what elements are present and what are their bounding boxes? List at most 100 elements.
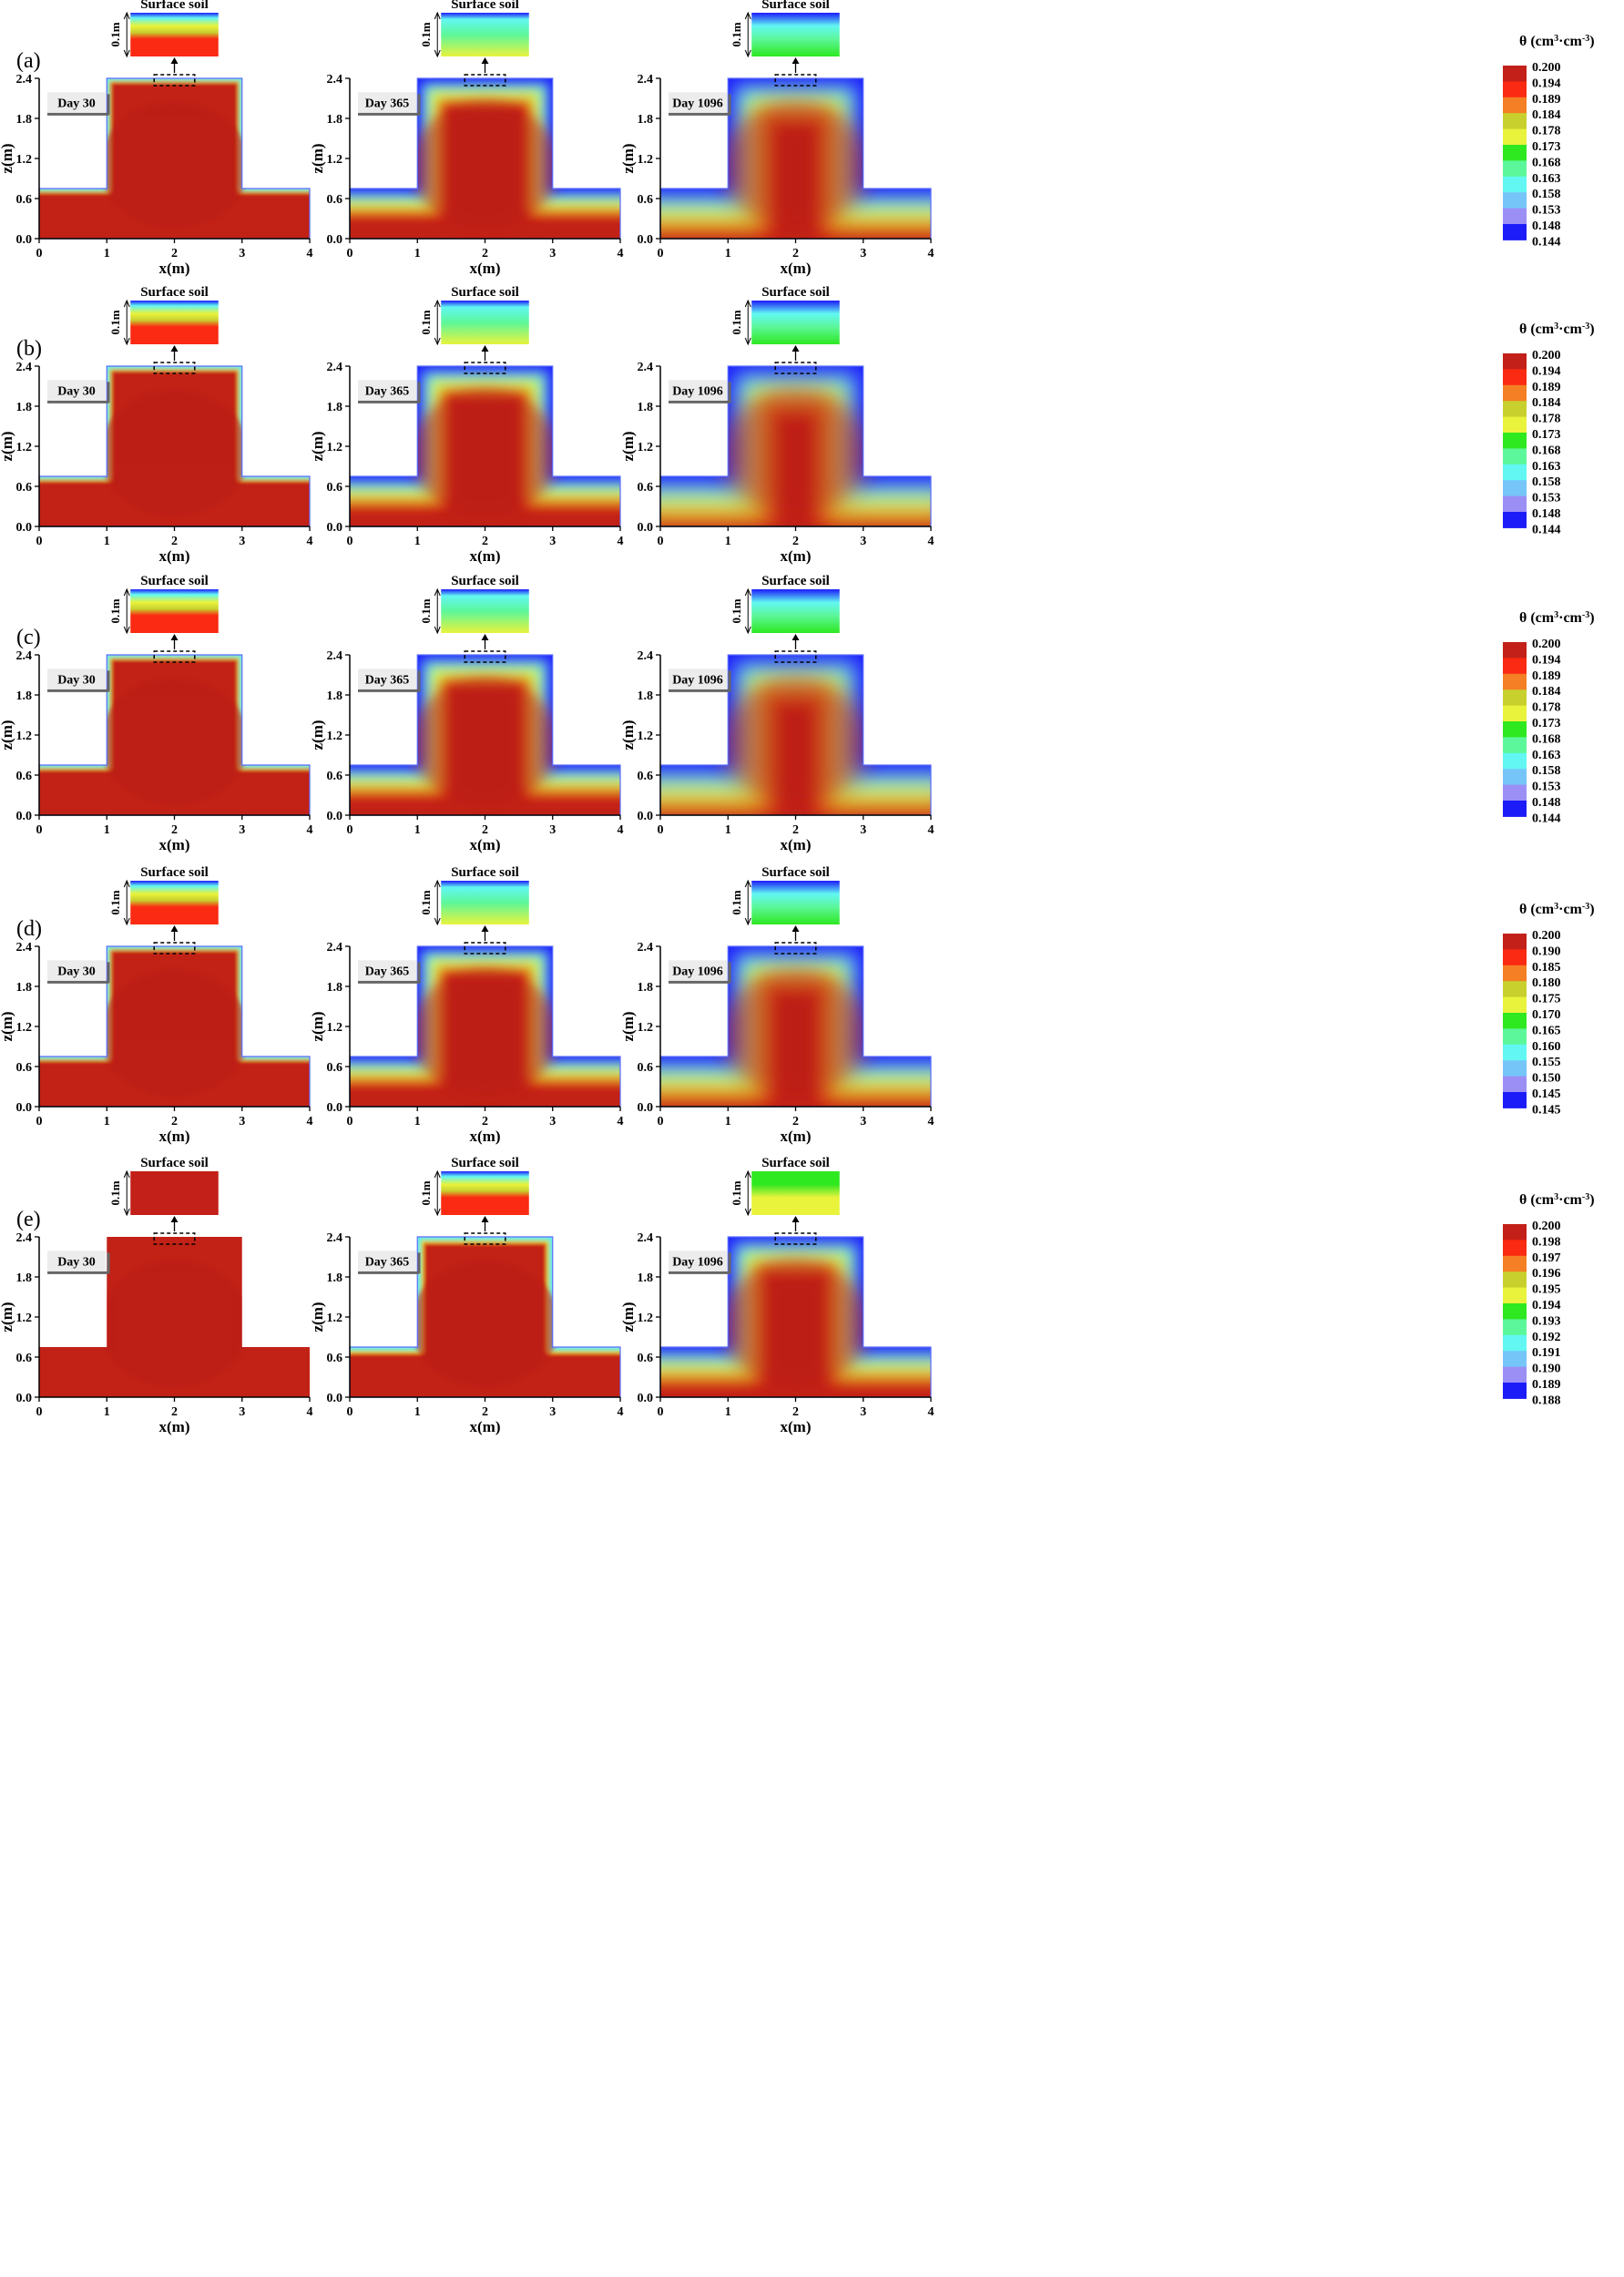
legend-swatch — [1503, 1076, 1527, 1093]
surface-soil-inset — [130, 13, 219, 56]
z-tick-label: 2.4 — [16, 649, 33, 663]
legend-swatch — [1503, 673, 1527, 690]
moist-core — [720, 1260, 871, 1388]
surface-soil-inset — [751, 13, 840, 56]
legend-swatch — [1503, 464, 1527, 481]
legend-value: 0.193 — [1532, 1314, 1561, 1328]
contour-plot: 0.0 0.6 1.2 1.8 2.4 0 1 2 3 4 x(m) z(m) Day 1096 Surf… — [619, 574, 935, 853]
surface-soil-inset — [130, 589, 219, 633]
legend-swatch — [1503, 224, 1527, 240]
legend-value: 0.200 — [1532, 61, 1561, 75]
x-tick-label: 4 — [928, 535, 935, 548]
surface-soil-title: Surface soil — [761, 865, 830, 880]
z-tick-label: 0.6 — [638, 1352, 654, 1365]
legend-value: 0.178 — [1532, 701, 1561, 715]
soil-domain — [39, 946, 310, 1107]
day-label-text: Day 1096 — [672, 673, 723, 687]
legend-swatch — [1503, 658, 1527, 675]
contour-plot: 0.0 0.6 1.2 1.8 2.4 0 1 2 3 4 x(m) z(m) Day 365 Surfa… — [309, 865, 624, 1145]
x-tick-label: 4 — [928, 1115, 935, 1128]
legend-swatch — [1503, 369, 1527, 386]
x-tick-label: 1 — [104, 1405, 110, 1419]
z-tick-label: 0.0 — [638, 1101, 654, 1115]
z-tick-label: 2.4 — [16, 73, 33, 87]
legend-value: 0.168 — [1532, 732, 1561, 746]
legend-value: 0.196 — [1532, 1267, 1561, 1281]
x-tick-label: 1 — [725, 247, 731, 260]
x-tick-label: 0 — [658, 535, 664, 548]
x-tick-label: 2 — [171, 823, 178, 837]
legend-value: 0.158 — [1532, 188, 1561, 201]
x-tick-label: 2 — [482, 247, 488, 260]
z-tick-label: 1.8 — [327, 689, 343, 703]
legend-swatch — [1503, 1240, 1527, 1257]
x-tick-label: 0 — [658, 823, 664, 837]
x-tick-label: 3 — [239, 247, 245, 260]
legend-value: 0.173 — [1532, 717, 1561, 730]
x-tick-label: 0 — [36, 535, 43, 548]
x-axis-label: x(m) — [159, 1418, 190, 1435]
day-label-box — [358, 1251, 416, 1271]
surface-selection — [464, 650, 506, 663]
x-tick-label: 2 — [482, 823, 488, 837]
contour-plot: 0.0 0.6 1.2 1.8 2.4 0 1 2 3 4 x(m) z(m) Day 1096 Surf… — [619, 865, 935, 1145]
z-tick-label: 2.4 — [638, 649, 654, 663]
depth-label: 0.1m — [108, 890, 122, 914]
x-tick-label: 4 — [928, 1405, 935, 1419]
z-tick-label: 0.0 — [327, 521, 343, 535]
x-axis-label: x(m) — [781, 836, 812, 853]
z-tick-label: 0.0 — [16, 233, 33, 247]
legend-value: 0.194 — [1532, 1299, 1561, 1312]
day-label-text: Day 1096 — [672, 965, 723, 978]
legend-swatch — [1503, 737, 1527, 754]
day-label-box — [358, 960, 416, 981]
legend-value: 0.173 — [1532, 140, 1561, 154]
x-tick-label: 3 — [549, 1115, 556, 1128]
day-label-box — [47, 380, 106, 401]
legend-swatch — [1503, 801, 1527, 817]
z-tick-label: 1.2 — [638, 153, 654, 167]
x-axis-label: x(m) — [470, 1128, 501, 1145]
depth-label: 0.1m — [108, 1180, 122, 1205]
soil-domain — [39, 1237, 310, 1397]
z-axis-label: z(m) — [0, 720, 15, 750]
contour-plot: 0.0 0.6 1.2 1.8 2.4 0 1 2 3 4 x(m) z(m) Day 30 Surfac… — [0, 285, 313, 565]
legend-swatch — [1503, 192, 1527, 209]
x-tick-label: 4 — [618, 535, 624, 548]
x-tick-label: 0 — [347, 247, 353, 260]
z-tick-label: 0.6 — [327, 1061, 343, 1075]
legend-swatch — [1503, 97, 1527, 114]
z-tick-label: 0.6 — [327, 193, 343, 207]
legend-value: 0.200 — [1532, 1220, 1561, 1233]
day-label-text: Day 1096 — [672, 97, 723, 110]
legend-swatch — [1503, 1013, 1527, 1029]
surface-selection — [464, 942, 506, 955]
day-label-text: Day 1096 — [672, 1255, 723, 1269]
x-axis-label: x(m) — [470, 547, 501, 565]
inset-arrowhead — [170, 345, 179, 352]
legend-value: 0.189 — [1532, 93, 1561, 107]
z-tick-label: 0.6 — [638, 770, 654, 783]
moist-core — [720, 101, 871, 230]
legend-swatch — [1503, 1319, 1527, 1336]
legend-swatch — [1503, 353, 1527, 370]
x-tick-label: 4 — [618, 1405, 624, 1419]
contour-plot: 0.0 0.6 1.2 1.8 2.4 0 1 2 3 4 x(m) z(m) Day 1096 Surf… — [619, 0, 935, 277]
x-tick-label: 1 — [104, 535, 110, 548]
inset-arrowhead — [481, 57, 489, 64]
z-tick-label: 1.2 — [327, 1021, 343, 1035]
surface-selection — [774, 650, 817, 663]
surface-soil-inset — [130, 1171, 219, 1215]
z-tick-label: 0.0 — [638, 1392, 654, 1405]
depth-label: 0.1m — [419, 890, 433, 914]
inset-arrowhead — [792, 345, 800, 352]
depth-label: 0.1m — [730, 1180, 743, 1205]
z-tick-label: 1.8 — [16, 113, 33, 127]
z-axis-label: z(m) — [309, 1302, 326, 1332]
surface-soil-title: Surface soil — [140, 574, 209, 588]
x-tick-label: 4 — [307, 1405, 313, 1419]
z-tick-label: 0.0 — [16, 810, 33, 823]
day-label-text: Day 30 — [57, 965, 96, 978]
legend-swatch — [1503, 949, 1527, 966]
x-tick-label: 3 — [239, 1405, 245, 1419]
